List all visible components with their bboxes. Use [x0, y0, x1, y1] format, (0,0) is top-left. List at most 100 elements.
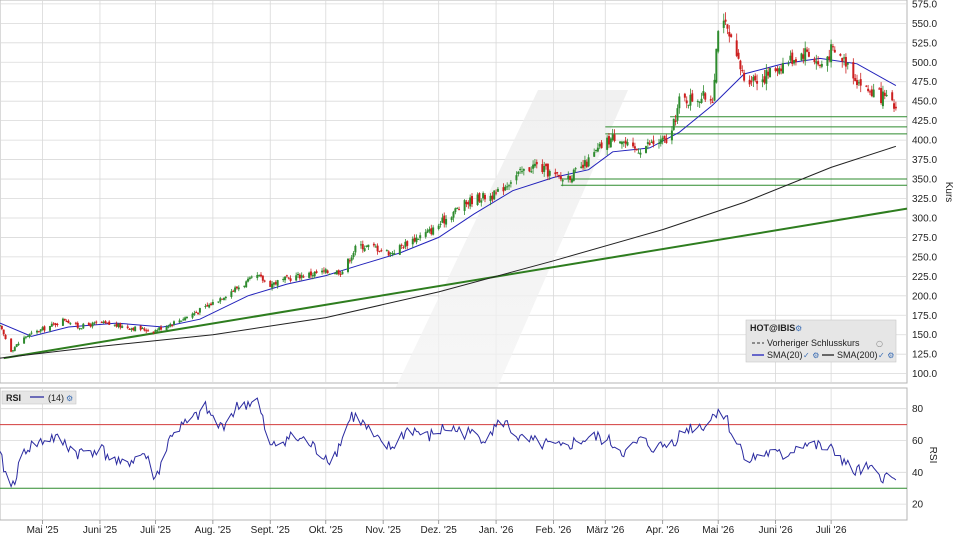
rsi-tick-label: 20: [912, 500, 924, 511]
candle-body: [222, 297, 225, 300]
candle-body: [648, 143, 651, 145]
candle-body: [683, 93, 686, 98]
legend-symbol: HOT@IBIS: [750, 323, 795, 333]
candle-body: [387, 251, 390, 256]
candle-body: [89, 324, 92, 327]
candle-body: [243, 285, 246, 287]
candle-body: [297, 273, 300, 276]
candle-body: [50, 323, 53, 327]
candle-body: [639, 152, 642, 155]
candle-body: [56, 323, 59, 325]
x-tick-label: Apr. '26: [646, 525, 680, 536]
candle-body: [326, 270, 329, 274]
candle-body: [659, 139, 662, 144]
x-tick-label: Juli '25: [140, 525, 171, 536]
candle-body: [321, 270, 324, 273]
candle-body: [139, 325, 142, 330]
candle-body: [726, 24, 729, 29]
candle-body: [569, 176, 572, 180]
candle-body: [106, 322, 109, 324]
candle-body: [480, 200, 483, 203]
candle-body: [558, 175, 561, 177]
candle-body: [743, 72, 746, 81]
candle-body: [119, 323, 122, 328]
rsi-settings-icon[interactable]: ⚙: [66, 394, 73, 403]
candle-body: [691, 93, 694, 102]
candle-body: [210, 303, 213, 306]
candle-body: [454, 208, 457, 213]
candle-body: [67, 320, 70, 324]
candle-body: [843, 57, 846, 59]
price-series: [0, 12, 908, 360]
x-tick-label: Dez. '25: [421, 525, 458, 536]
candle-body: [248, 277, 251, 279]
candle-body: [520, 171, 523, 173]
candle-body: [393, 253, 396, 255]
candle-body: [482, 193, 485, 199]
candle-body: [739, 60, 742, 70]
candle-body: [352, 253, 355, 257]
candle-body: [613, 134, 616, 142]
candle-body: [52, 323, 55, 325]
candle-body: [561, 180, 564, 182]
candle-body: [635, 148, 638, 151]
price-tick-label: 150.0: [912, 330, 937, 341]
price-tick-label: 200.0: [912, 291, 937, 302]
candle-body: [800, 53, 803, 61]
candle-body: [276, 280, 279, 286]
candle-body: [530, 171, 533, 173]
candle-body: [839, 53, 842, 56]
candle-body: [506, 186, 509, 188]
x-tick-label: Nov. '25: [365, 525, 401, 536]
x-tick-label: Sept. '25: [251, 525, 291, 536]
candle-body: [619, 141, 622, 144]
candle-body: [426, 230, 429, 233]
candle-body: [158, 327, 161, 330]
candle-body: [4, 334, 7, 340]
rsi-y-axis: 20 40 60 80: [912, 404, 924, 510]
candle-body: [261, 275, 264, 281]
candle-body: [167, 326, 170, 328]
candle-body: [224, 296, 227, 299]
legend-sma20-check-icon[interactable]: ✓ ⚙: [803, 351, 819, 360]
candle-body: [452, 211, 455, 218]
candle-body: [117, 323, 120, 327]
candle-body: [685, 100, 688, 104]
candle-body: [193, 313, 196, 315]
legend-sma200-check-icon[interactable]: ✓ ⚙: [878, 351, 894, 360]
candle-body: [263, 280, 266, 282]
candle-body: [100, 321, 103, 323]
candle-body: [419, 235, 422, 239]
candle-body: [156, 330, 159, 332]
legend-symbol-icon[interactable]: ⚙: [795, 324, 802, 333]
candle-body: [0, 325, 3, 330]
price-tick-label: 225.0: [912, 272, 937, 283]
candle-body: [880, 88, 883, 104]
x-tick-label: Mai '26: [702, 525, 734, 536]
candle-body: [428, 229, 431, 232]
candle-body: [865, 85, 868, 87]
candle-body: [285, 275, 288, 277]
candle-body: [154, 329, 157, 332]
candle-body: [191, 313, 194, 318]
candle-body: [645, 146, 648, 153]
candle-body: [826, 56, 829, 66]
candle-body: [37, 331, 40, 333]
candle-body: [91, 322, 94, 327]
candle-body: [171, 324, 174, 326]
candle-body: [308, 272, 311, 278]
candle-body: [583, 160, 586, 167]
candle-body: [376, 245, 379, 252]
price-tick-label: 350.0: [912, 175, 937, 186]
candle-body: [813, 58, 816, 62]
legend-prev-close-toggle-icon[interactable]: ○: [876, 339, 883, 348]
candle-body: [324, 269, 327, 273]
candle-body: [295, 275, 298, 281]
candle-body: [272, 282, 275, 285]
candle-body: [471, 196, 474, 205]
candle-body: [868, 91, 871, 93]
candle-body: [322, 270, 325, 272]
candle-body: [350, 257, 353, 261]
candle-body: [702, 91, 705, 96]
candle-body: [439, 223, 442, 225]
